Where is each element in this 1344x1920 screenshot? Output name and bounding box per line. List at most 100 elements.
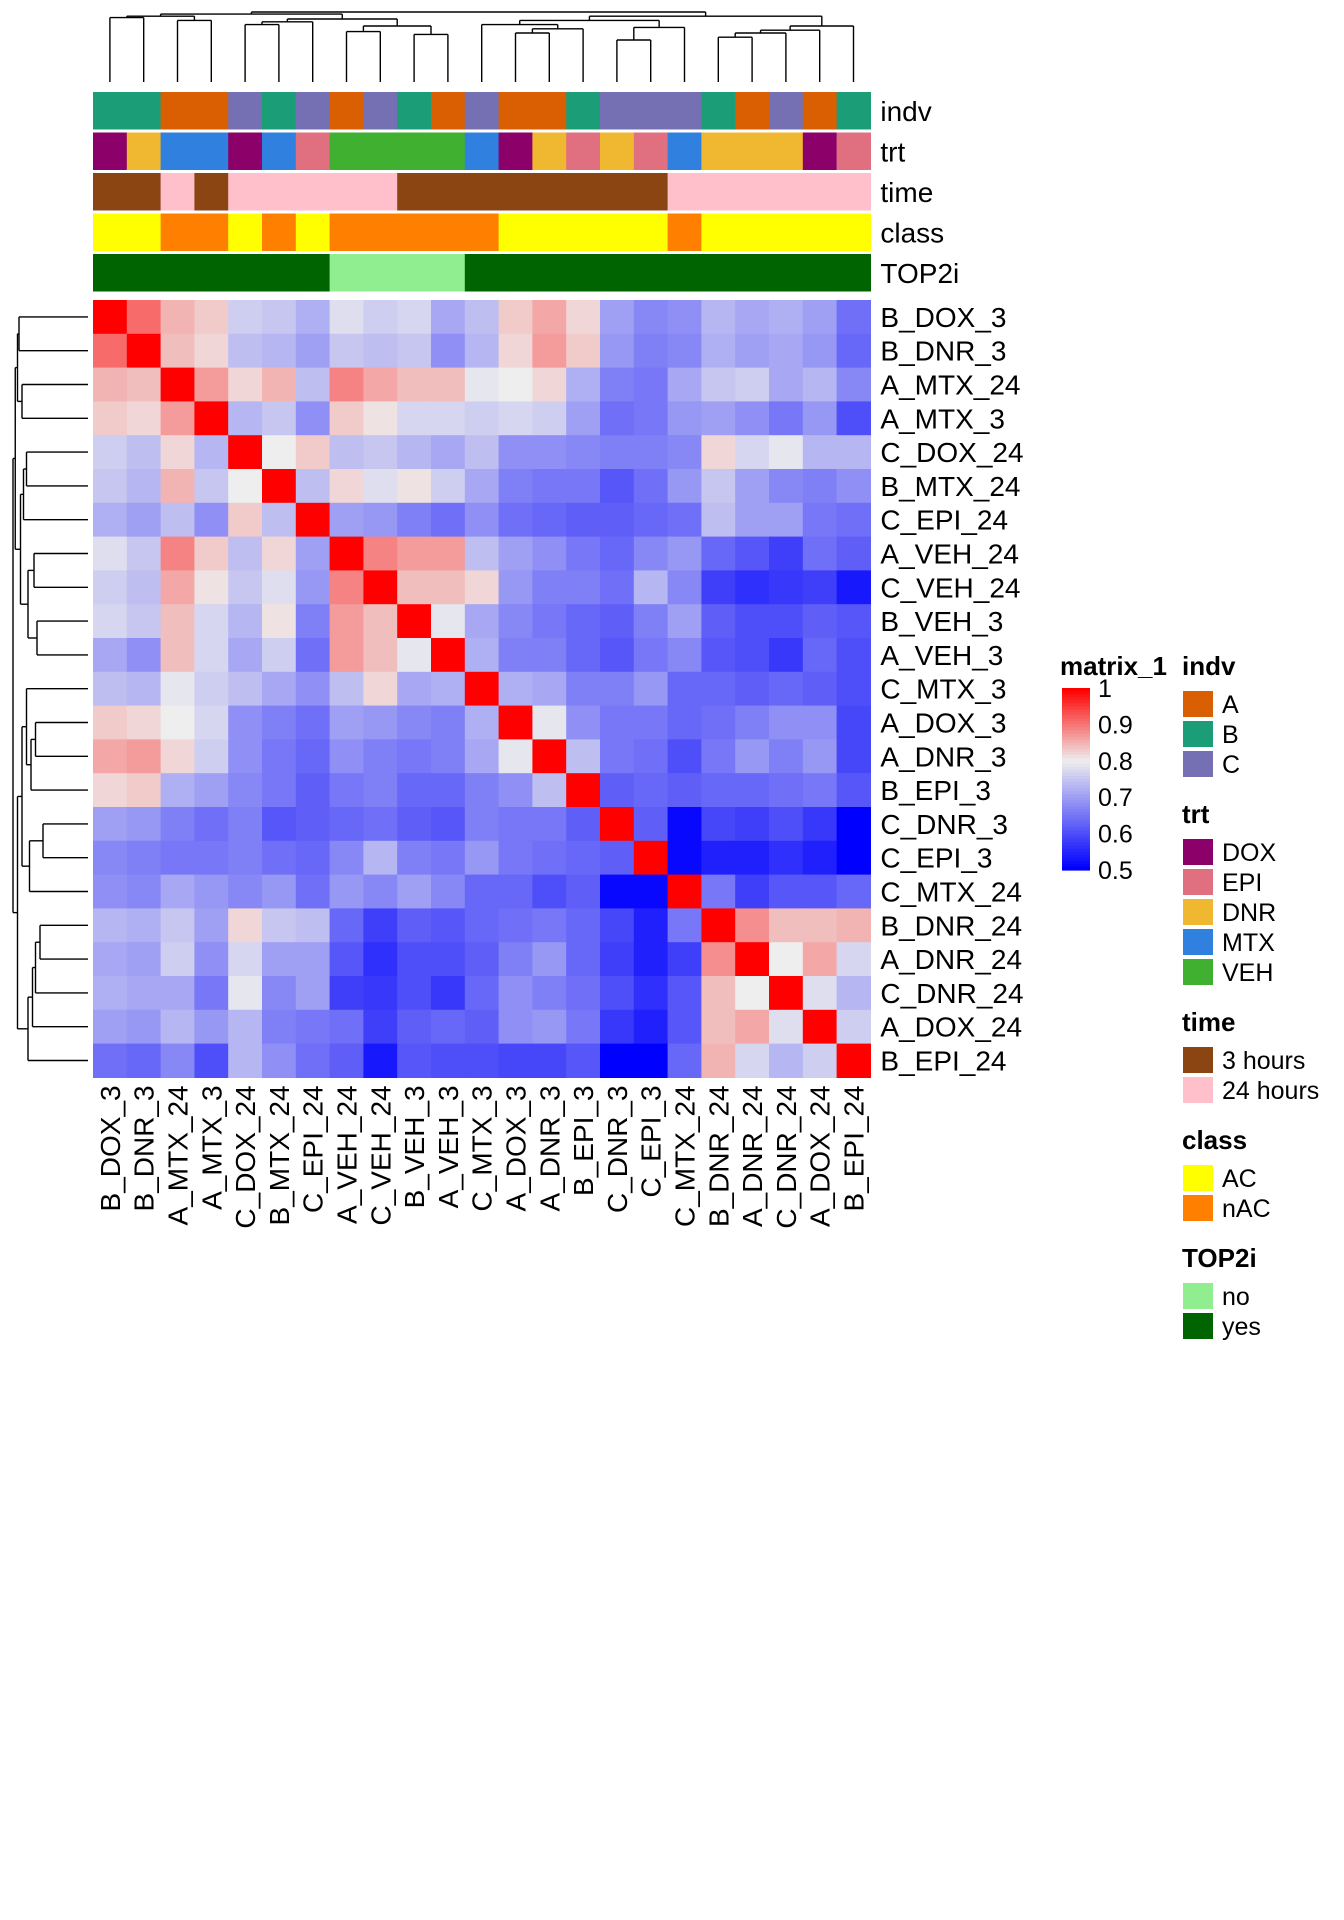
heatmap-cell (262, 773, 297, 808)
heatmap-cell (600, 604, 635, 639)
annotation-cell-trt (667, 132, 702, 170)
heatmap-cell (431, 705, 466, 740)
heatmap-cell (566, 536, 601, 571)
heatmap-cell (397, 435, 432, 470)
annotation-cell-class (160, 213, 195, 251)
color-legend-step (1062, 836, 1090, 841)
annotation-cell-class (194, 213, 229, 251)
heatmap-cell (228, 942, 263, 977)
heatmap-cell (93, 401, 128, 436)
row-label: C_EPI_24 (880, 505, 1008, 536)
heatmap-cell (701, 671, 736, 707)
heatmap-cell (295, 435, 331, 470)
heatmap-cell (431, 908, 466, 943)
heatmap-cell (160, 1009, 195, 1045)
heatmap-cell (126, 705, 162, 740)
heatmap-cell (769, 1009, 804, 1045)
heatmap-cell (802, 333, 838, 369)
annotation-cell-time (93, 173, 128, 211)
heatmap-cell (600, 536, 635, 571)
annotation-cell-top2i (160, 254, 195, 292)
heatmap-cell (600, 300, 635, 335)
annotation-cell-top2i (363, 254, 398, 292)
heatmap-cell (431, 536, 466, 571)
row-label: A_DNR_24 (880, 944, 1022, 975)
heatmap-cell (329, 807, 364, 842)
heatmap-cell (363, 435, 398, 470)
annotation-cell-trt (735, 132, 770, 170)
heatmap-cell (126, 570, 162, 605)
annotation-cell-time (464, 173, 500, 211)
heatmap-cell (262, 401, 297, 436)
annotation-cell-indv (600, 92, 635, 130)
color-legend-step (1062, 748, 1090, 753)
heatmap-cell (329, 638, 364, 673)
annotation-cell-time (566, 173, 601, 211)
heatmap-cell (802, 401, 838, 436)
heatmap-cell (329, 570, 364, 605)
annotation-cell-trt (802, 132, 838, 170)
heatmap-cell (633, 401, 669, 436)
heatmap-cell (633, 705, 669, 740)
heatmap-cell (262, 333, 297, 369)
heatmap-cell (431, 739, 466, 774)
heatmap-cell (93, 942, 128, 977)
heatmap-cell (532, 1009, 567, 1045)
heatmap-cell (667, 604, 702, 639)
annotation-cell-top2i (262, 254, 297, 292)
annotation-cell-indv (126, 92, 162, 130)
annotation-cell-class (262, 213, 297, 251)
heatmap-cell (566, 1009, 601, 1045)
heatmap-cell (160, 671, 195, 707)
annotation-cell-time (126, 173, 162, 211)
annotation-cell-top2i (701, 254, 736, 292)
heatmap-cell (701, 705, 736, 740)
heatmap-cell (464, 300, 500, 335)
heatmap-cell (667, 536, 702, 571)
heatmap-cell (464, 1043, 500, 1078)
heatmap-cell (194, 401, 229, 436)
legend-label: yes (1222, 1313, 1261, 1341)
color-legend-step (1062, 779, 1090, 783)
heatmap-cell (566, 638, 601, 673)
heatmap-cell (160, 536, 195, 571)
heatmap-cell (431, 638, 466, 673)
color-legend-step (1062, 718, 1090, 722)
annotation-cell-class (802, 213, 838, 251)
heatmap-cell (431, 1043, 466, 1078)
heatmap-cell (464, 401, 500, 436)
color-legend-step (1062, 821, 1090, 826)
heatmap-cell (126, 671, 162, 707)
heatmap-cell (431, 367, 466, 402)
heatmap-cell (194, 1009, 229, 1045)
heatmap-cell (160, 300, 195, 335)
heatmap-cell (464, 874, 500, 909)
heatmap-cell (667, 807, 702, 842)
heatmap-cell (397, 502, 432, 538)
heatmap-cell (295, 638, 331, 673)
heatmap-cell (735, 300, 770, 335)
color-legend-step (1062, 727, 1090, 732)
column-label: A_DOX_24 (805, 1085, 836, 1227)
annotation-cell-top2i (126, 254, 162, 292)
heatmap-cell (160, 367, 195, 402)
heatmap-cell (329, 671, 364, 707)
heatmap-cell (600, 401, 635, 436)
column-label: C_VEH_24 (365, 1085, 396, 1225)
heatmap-cell (802, 536, 838, 571)
heatmap-cell (194, 739, 229, 774)
annotation-cell-class (769, 213, 804, 251)
color-legend-step (1062, 766, 1090, 771)
legend-label: AC (1222, 1165, 1257, 1193)
heatmap-cell (633, 739, 669, 774)
annotation-cell-indv (464, 92, 500, 130)
annotation-cell-indv (295, 92, 331, 130)
annotation-cell-class (836, 213, 871, 251)
heatmap-cell (93, 671, 128, 707)
annotation-cell-time (802, 173, 838, 211)
heatmap-cell (701, 604, 736, 639)
heatmap-cell (600, 469, 635, 504)
heatmap-cell (566, 367, 601, 402)
heatmap-cell (464, 671, 500, 707)
heatmap-cell (498, 570, 533, 605)
